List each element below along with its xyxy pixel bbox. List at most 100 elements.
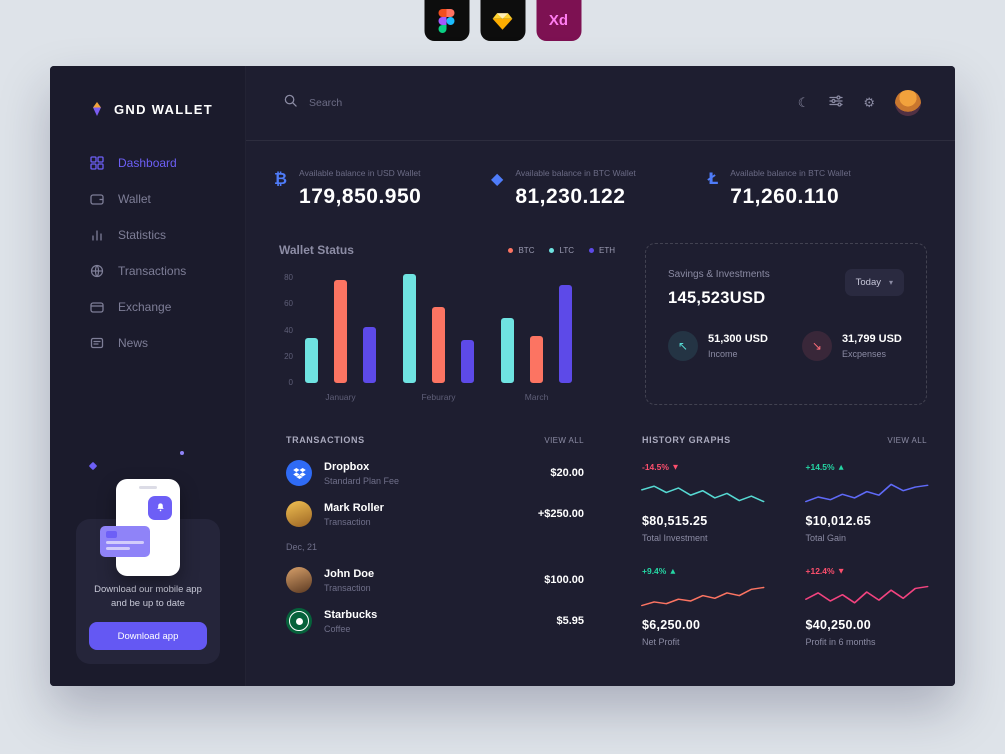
legend-dot-btc — [508, 247, 514, 253]
transactions-section: TRANSACTIONS VIEW ALL Dropbox Standard P… — [286, 435, 584, 647]
sidebar-item-label: Dashboard — [118, 156, 177, 170]
legend-item-ltc[interactable]: LTC — [549, 246, 574, 255]
wallet-status-section: Wallet Status BTC LTC ETH — [279, 243, 619, 405]
transaction-name: Mark Roller — [324, 501, 384, 514]
promo-text: Download our mobile app and be up to dat… — [94, 583, 202, 609]
mobile-app-promo: Download our mobile app and be up to dat… — [76, 450, 220, 664]
search-box[interactable] — [284, 94, 798, 112]
transaction-row-starbucks[interactable]: Starbucks Coffee $5.95 — [286, 608, 584, 634]
expense-arrow-icon: ↘ — [801, 331, 832, 361]
litecoin-icon: Ł — [708, 169, 719, 188]
news-icon — [90, 336, 104, 350]
chart-legend: BTC LTC ETH — [508, 246, 615, 255]
adobe-xd-icon: Xd — [536, 0, 581, 41]
history-view-all-link[interactable]: VIEW ALL — [887, 435, 927, 445]
wallet-status-title: Wallet Status — [279, 243, 354, 257]
bar-btc — [530, 336, 543, 383]
user-avatar[interactable] — [895, 90, 921, 116]
balance-value: 179,850.950 — [299, 185, 422, 208]
history-label: Net Profit — [642, 637, 680, 647]
download-app-button[interactable]: Download app — [89, 622, 207, 650]
bar-ltc — [305, 337, 318, 383]
sidebar-item-transactions[interactable]: Transactions — [50, 253, 245, 289]
x-axis-label: March — [524, 392, 549, 402]
sketch-icon — [480, 0, 525, 41]
sidebar-item-label: Statistics — [118, 228, 167, 242]
transactions-icon — [90, 264, 104, 278]
balance-card-btc: ◆ Available balance in BTC Wallet 81,230… — [491, 168, 708, 209]
legend-label: ETH — [599, 245, 615, 255]
period-selector[interactable]: Today ▾ — [844, 269, 904, 296]
balance-value: 81,230.122 — [515, 185, 626, 208]
topbar-actions: ☾ ⚙ — [798, 90, 921, 116]
history-value: $10,012.65 — [805, 514, 872, 528]
legend-dot-eth — [589, 247, 594, 253]
statistics-icon — [90, 228, 104, 242]
sidebar-item-dashboard[interactable]: Dashboard — [50, 145, 245, 181]
legend-label: BTC — [518, 245, 535, 255]
balance-card-ltc: Ł Available balance in BTC Wallet 71,260… — [708, 168, 925, 209]
change-value: +14.5% — [805, 462, 835, 472]
decor-dot — [180, 450, 184, 455]
bar-btc — [432, 307, 445, 383]
change-badge: +9.4% ▲ — [642, 566, 764, 576]
sparkline-chart — [641, 485, 765, 503]
chart-y-axis: 80 60 40 20 0 — [279, 273, 293, 387]
transaction-row-mark-roller[interactable]: Mark Roller Transaction +$250.00 — [286, 501, 584, 527]
transaction-subtitle: Transaction — [324, 516, 371, 527]
date-divider: Dec, 21 — [286, 542, 318, 552]
trend-arrow-icon: ▲ — [838, 463, 844, 471]
legend-item-eth[interactable]: ETH — [589, 246, 615, 255]
chevron-down-icon: ▾ — [888, 278, 893, 287]
search-input[interactable] — [307, 96, 457, 110]
expenses-label: Excpenses — [841, 349, 886, 359]
transactions-view-all-link[interactable]: VIEW ALL — [544, 435, 584, 445]
filter-sliders-icon[interactable] — [829, 94, 843, 113]
john-doe-avatar — [286, 567, 312, 593]
history-card-total-investment: -14.5% ▼ $80,515.25 Total Investment — [641, 462, 765, 543]
sidebar-item-wallet[interactable]: Wallet — [50, 181, 245, 217]
balance-label: Available balance in BTC Wallet — [515, 168, 636, 178]
bar-group: January — [305, 273, 376, 402]
income-stat: ↖ 51,300 USD Income — [668, 331, 768, 361]
sidebar-item-exchange[interactable]: Exchange — [50, 289, 245, 325]
transaction-amount: +$250.00 — [537, 508, 584, 520]
bar-ltc — [403, 274, 416, 383]
gear-icon[interactable]: ⚙ — [863, 95, 875, 111]
savings-panel: Savings & Investments 145,523USD Today ▾… — [645, 243, 927, 405]
transaction-row-john-doe[interactable]: John Doe Transaction $100.00 — [286, 567, 584, 593]
dashboard: GND WALLET Dashboard Wallet — [50, 66, 955, 686]
trend-arrow-icon: ▲ — [670, 567, 676, 575]
moon-icon[interactable]: ☾ — [797, 95, 810, 111]
sidebar-item-label: News — [118, 336, 149, 350]
bar-eth — [363, 326, 376, 383]
mini-card-line — [106, 540, 144, 544]
balance-label: Available balance in USD Wallet — [299, 168, 421, 178]
history-value: $40,250.00 — [805, 618, 872, 632]
mini-card-chip — [106, 530, 117, 538]
phone-notch — [139, 485, 157, 489]
history-card-net-profit: +9.4% ▲ $6,250.00 Net Profit — [641, 566, 765, 647]
history-label: Total Gain — [805, 533, 847, 543]
exchange-icon — [90, 300, 104, 314]
history-value: $80,515.25 — [642, 514, 708, 528]
balance-label: Available balance in BTC Wallet — [730, 168, 851, 178]
transaction-row-dropbox[interactable]: Dropbox Standard Plan Fee $20.00 — [286, 460, 584, 486]
sidebar-item-label: Wallet — [118, 192, 151, 206]
notification-bell-icon — [148, 495, 172, 520]
change-badge: +12.4% ▼ — [806, 566, 928, 576]
history-value: $6,250.00 — [642, 618, 701, 632]
y-axis-tick: 40 — [284, 325, 293, 335]
bar-group: Feburary — [403, 273, 474, 402]
transaction-amount: $20.00 — [550, 467, 584, 479]
change-badge: -14.5% ▼ — [642, 462, 764, 472]
sidebar-item-news[interactable]: News — [50, 325, 245, 361]
sidebar: GND WALLET Dashboard Wallet — [50, 66, 246, 686]
legend-item-btc[interactable]: BTC — [508, 246, 534, 255]
history-card-profit-6-months: +12.4% ▼ $40,250.00 Profit in 6 months — [804, 566, 928, 647]
transaction-subtitle: Coffee — [324, 623, 351, 634]
y-axis-tick: 80 — [284, 273, 293, 282]
sidebar-item-statistics[interactable]: Statistics — [50, 217, 245, 253]
bar-ltc — [501, 318, 514, 383]
sparkline-chart — [804, 585, 928, 604]
